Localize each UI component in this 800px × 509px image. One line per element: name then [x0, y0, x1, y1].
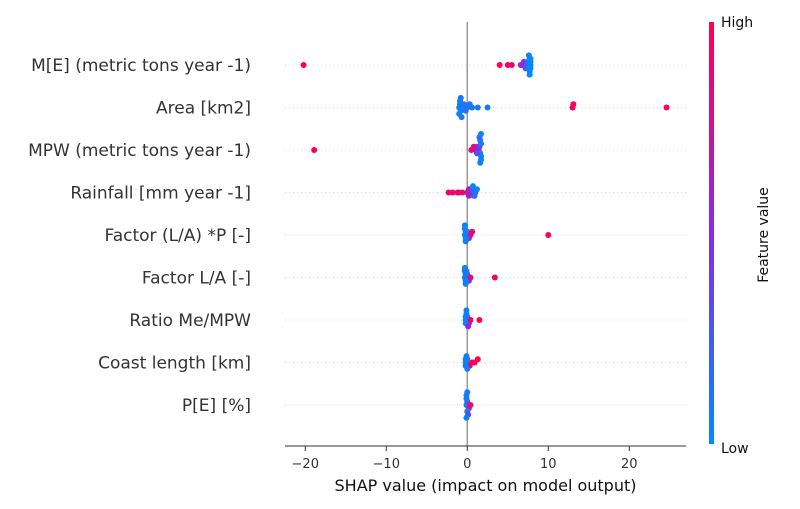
shap-point [663, 104, 670, 111]
shap-point [465, 323, 472, 330]
shap-point [467, 402, 474, 408]
shap-point [457, 94, 464, 101]
colorbar: High Low Feature value [709, 15, 772, 457]
feature-rows: M[E] (metric tons year -1) Area [km2] MPW … [28, 56, 686, 416]
shap-point [461, 222, 468, 229]
shap-point [508, 62, 515, 68]
feature-label: Coast length [km] [98, 354, 251, 374]
x-tick-label: −20 [292, 457, 319, 472]
shap-point [465, 192, 472, 199]
feature-label: Ratio Me/MPW [129, 311, 251, 331]
shap-point [526, 71, 533, 78]
colorbar-high-label: High [721, 15, 753, 31]
shap-point [469, 228, 476, 235]
feature-label: Factor (L/A) *P [-] [105, 226, 252, 246]
shap-point [469, 183, 476, 190]
x-axis-title: SHAP value (impact on model output) [335, 476, 637, 495]
shap-point [491, 274, 498, 281]
x-tick-label: −10 [373, 457, 400, 472]
shap-point [462, 238, 469, 245]
shap-point [570, 101, 577, 108]
shap-point [300, 62, 307, 68]
shap-point [527, 65, 534, 72]
shap-point [463, 307, 470, 314]
shap-point [474, 104, 481, 111]
shap-point [463, 268, 470, 275]
shap-point [463, 414, 470, 421]
feature-label: Rainfall [mm year -1] [70, 184, 251, 204]
shap-point [527, 55, 534, 62]
shap-point [467, 317, 474, 323]
feature-label: MPW (metric tons year -1) [28, 141, 251, 161]
shap-point [464, 365, 471, 372]
shap-point [464, 389, 471, 396]
x-tick-label: 20 [621, 457, 638, 472]
shap-point [477, 159, 484, 166]
shap-point [473, 150, 480, 157]
x-tick-label: 10 [540, 457, 557, 472]
feature-label: P[E] [%] [182, 396, 251, 416]
shap-point [473, 186, 480, 193]
colorbar-gradient [709, 22, 714, 444]
feature-label: M[E] (metric tons year -1) [31, 56, 251, 76]
points-layer [300, 52, 670, 421]
colorbar-low-label: Low [721, 441, 749, 457]
x-axis-ticks: −20 −10 0 10 20 [292, 446, 638, 472]
shap-point [474, 356, 481, 363]
shap-point [462, 280, 469, 287]
shap-point [467, 274, 474, 281]
shap-point [545, 232, 552, 238]
shap-point [471, 192, 478, 199]
shap-point [456, 189, 463, 196]
colorbar-title: Feature value [756, 187, 772, 283]
feature-label: Factor L/A [-] [142, 269, 251, 289]
shap-point [478, 131, 485, 137]
shap-point [458, 114, 465, 121]
x-axis: −20 −10 0 10 20 SHAP value (impact on model … [285, 445, 686, 495]
shap-point [476, 317, 483, 323]
shap-point [311, 147, 318, 153]
shap-point [449, 189, 456, 196]
x-tick-label: 0 [463, 457, 471, 472]
shap-point [469, 104, 476, 111]
shap-point [484, 104, 491, 111]
shap-point [496, 62, 503, 68]
shap-point [463, 353, 470, 360]
feature-label: Area [km2] [156, 99, 251, 119]
